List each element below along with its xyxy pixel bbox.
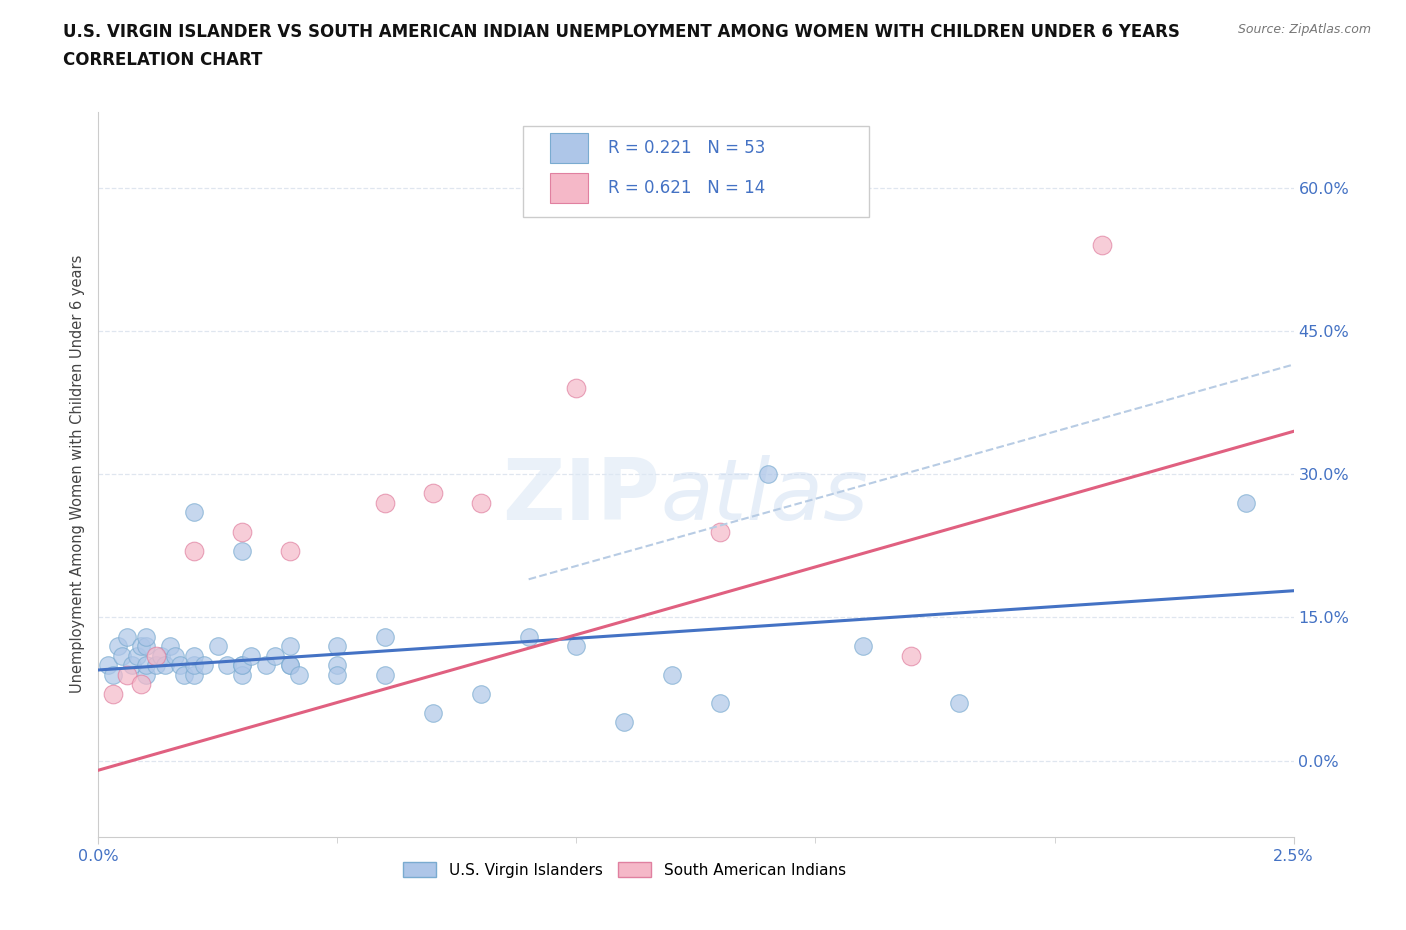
Point [264, 648, 287, 663]
Point [149, 648, 172, 663]
Bar [550, 173, 589, 203]
Text: R = 0.221   N = 53: R = 0.221 N = 53 [607, 139, 765, 157]
Y-axis label: Unemployment Among Women with Children Under 6 years: Unemployment Among Women with Children U… [69, 255, 84, 694]
Point [326, 668, 349, 683]
Point [183, 658, 205, 672]
Point [97, 658, 120, 672]
Point [111, 648, 134, 663]
Point [374, 496, 396, 511]
Point [183, 505, 205, 520]
Point [565, 381, 588, 396]
Point [278, 543, 301, 558]
Point [948, 696, 970, 711]
Point [183, 668, 205, 683]
Point [155, 658, 177, 672]
Point [135, 668, 157, 683]
Point [709, 525, 731, 539]
Point [163, 648, 186, 663]
Point [173, 668, 195, 683]
Point [125, 648, 148, 663]
Point [135, 639, 157, 654]
Point [169, 658, 191, 672]
Point [278, 658, 301, 672]
Point [1234, 496, 1257, 511]
Point [131, 677, 153, 692]
Text: Source: ZipAtlas.com: Source: ZipAtlas.com [1237, 23, 1371, 36]
Point [101, 686, 124, 701]
Point [135, 658, 157, 672]
Point [145, 658, 167, 672]
Point [288, 668, 311, 683]
Point [240, 648, 263, 663]
FancyBboxPatch shape [523, 126, 869, 217]
Point [470, 496, 492, 511]
Text: ZIP: ZIP [502, 455, 661, 538]
Point [1091, 238, 1114, 253]
Point [145, 648, 167, 663]
Legend: U.S. Virgin Islanders, South American Indians: U.S. Virgin Islanders, South American In… [396, 856, 852, 884]
Point [422, 706, 444, 721]
Point [217, 658, 239, 672]
Point [121, 658, 143, 672]
Point [231, 668, 253, 683]
Point [231, 525, 253, 539]
Point [131, 639, 153, 654]
Point [326, 639, 349, 654]
Point [709, 696, 731, 711]
Point [565, 639, 588, 654]
Point [756, 467, 779, 482]
Point [900, 648, 922, 663]
Point [374, 668, 396, 683]
Point [231, 543, 253, 558]
Point [852, 639, 875, 654]
Point [517, 629, 540, 644]
Point [661, 668, 683, 683]
Point [278, 658, 301, 672]
Point [278, 639, 301, 654]
Point [422, 486, 444, 501]
Point [159, 639, 181, 654]
Point [374, 629, 396, 644]
Point [183, 648, 205, 663]
Point [231, 658, 253, 672]
Point [231, 658, 253, 672]
Point [254, 658, 277, 672]
Point [115, 668, 138, 683]
Point [135, 629, 157, 644]
Point [183, 543, 205, 558]
Point [115, 629, 138, 644]
Point [326, 658, 349, 672]
Point [470, 686, 492, 701]
Point [107, 639, 129, 654]
Text: U.S. VIRGIN ISLANDER VS SOUTH AMERICAN INDIAN UNEMPLOYMENT AMONG WOMEN WITH CHIL: U.S. VIRGIN ISLANDER VS SOUTH AMERICAN I… [63, 23, 1180, 41]
Point [207, 639, 229, 654]
Text: atlas: atlas [661, 455, 868, 538]
Text: R = 0.621   N = 14: R = 0.621 N = 14 [607, 179, 765, 197]
Point [101, 668, 124, 683]
Text: CORRELATION CHART: CORRELATION CHART [63, 51, 263, 69]
Point [613, 715, 636, 730]
Point [193, 658, 215, 672]
Bar [550, 133, 589, 163]
